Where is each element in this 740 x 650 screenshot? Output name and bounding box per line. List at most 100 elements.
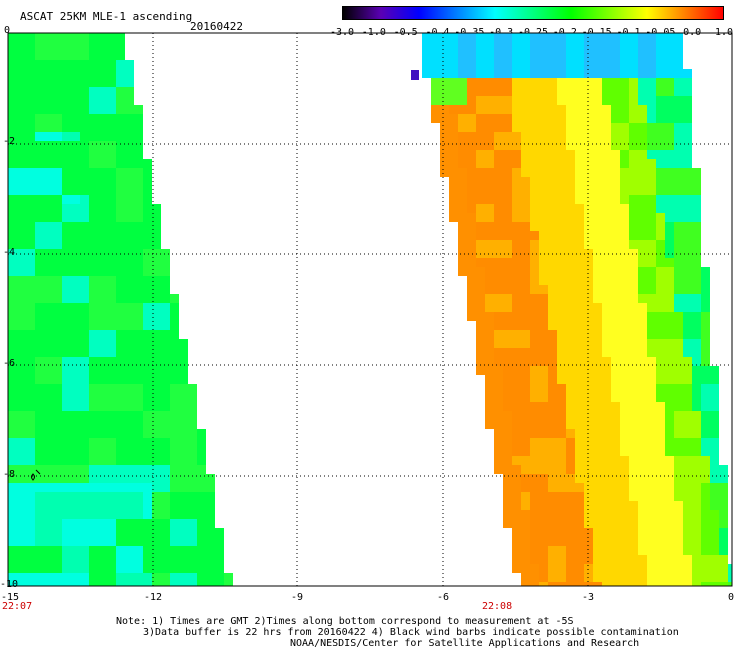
mle-cell [26,294,35,303]
mle-cell [485,195,494,204]
mle-cell [26,519,35,528]
mle-cell [17,402,26,411]
mle-cell [575,375,584,384]
mle-cell [503,474,512,483]
mle-cell [125,573,134,582]
mle-cell [539,375,548,384]
mle-cell [143,321,152,330]
mle-cell [179,447,188,456]
mle-cell [611,393,620,402]
mle-cell [71,105,80,114]
mle-cell [665,258,674,267]
mle-cell [584,150,593,159]
mle-cell [674,501,683,510]
mle-cell [26,348,35,357]
lat-tick-2: -2 [3,136,16,147]
mle-cell [26,150,35,159]
mle-cell [143,429,152,438]
mle-cell [98,321,107,330]
mle-cell [566,168,575,177]
mle-cell [17,546,26,555]
mle-cell [170,294,179,303]
mle-cell [674,132,683,141]
mle-cell [8,528,17,537]
mle-cell [692,411,701,420]
mle-cell [44,51,53,60]
mle-cell [71,420,80,429]
mle-cell [458,159,467,168]
mle-cell [620,429,629,438]
mle-cell [539,510,548,519]
mle-cell [206,573,215,582]
mle-cell [584,366,593,375]
mle-cell [35,411,44,420]
mle-cell [494,96,503,105]
mle-cell [116,312,125,321]
mle-cell [611,42,620,51]
mle-cell [584,411,593,420]
mle-cell [26,42,35,51]
mle-cell [179,393,188,402]
mle-cell [683,204,692,213]
mle-cell [143,222,152,231]
mle-cell [548,150,557,159]
mle-cell [683,222,692,231]
mle-cell [8,519,17,528]
mle-cell [125,321,134,330]
mle-cell [26,132,35,141]
mle-cell [548,375,557,384]
mle-cell [35,366,44,375]
mle-cell [710,375,719,384]
mle-cell [197,474,206,483]
mle-cell [503,186,512,195]
mle-cell [188,402,197,411]
mle-cell [26,168,35,177]
mle-cell [44,483,53,492]
mle-cell [521,420,530,429]
mle-cell [602,483,611,492]
mle-cell [710,366,719,375]
mle-cell [683,456,692,465]
mle-cell [26,339,35,348]
mle-cell [179,474,188,483]
mle-cell [530,564,539,573]
mle-cell [647,510,656,519]
mle-cell [71,357,80,366]
mle-cell [611,267,620,276]
mle-cell [26,276,35,285]
mle-cell [35,330,44,339]
mle-cell [53,132,62,141]
mle-cell [566,69,575,78]
mle-cell [647,87,656,96]
mle-cell [593,573,602,582]
mle-cell [683,366,692,375]
mle-cell [485,168,494,177]
mle-cell [566,528,575,537]
mle-cell [593,375,602,384]
mle-cell [629,33,638,42]
mle-cell [548,321,557,330]
mle-cell [521,276,530,285]
mle-cell [602,105,611,114]
mle-cell [575,249,584,258]
mle-cell [512,420,521,429]
mle-cell [107,564,116,573]
mle-cell [26,402,35,411]
mle-cell [512,312,521,321]
mle-cell [44,195,53,204]
mle-cell [557,483,566,492]
mle-cell [584,384,593,393]
mle-cell [503,258,512,267]
mle-cell [701,456,710,465]
mle-cell [656,564,665,573]
mle-cell [467,123,476,132]
mle-cell [548,357,557,366]
mle-cell [35,33,44,42]
mle-cell [692,465,701,474]
mle-cell [440,105,449,114]
mle-cell [593,438,602,447]
mle-cell [584,582,593,586]
mle-cell [575,96,584,105]
mle-cell [8,303,17,312]
mle-cell [647,159,656,168]
